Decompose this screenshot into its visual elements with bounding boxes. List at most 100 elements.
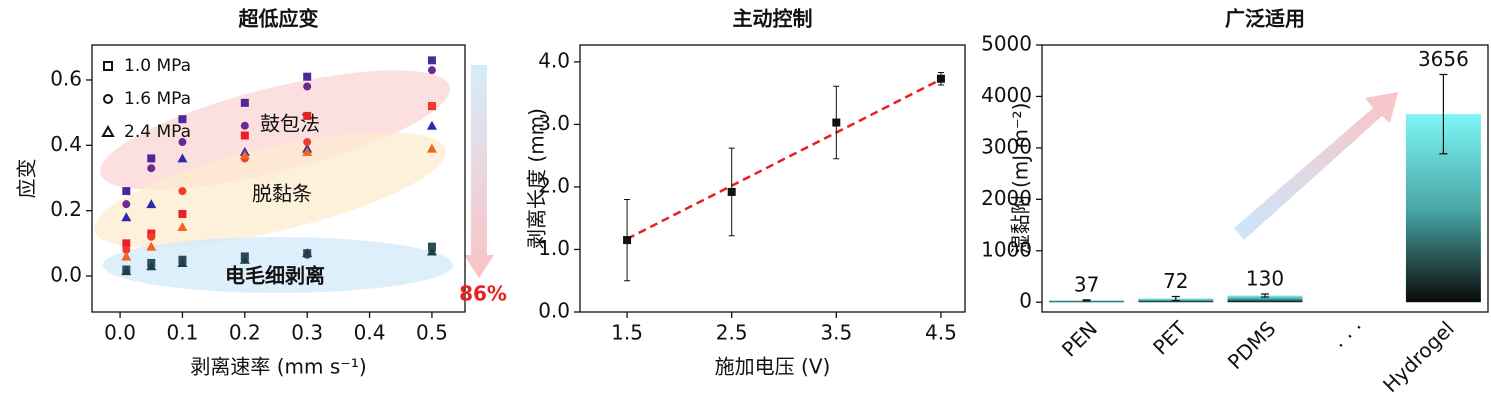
x-tick-label: PDMS [1223, 316, 1281, 374]
data-point [727, 187, 736, 196]
x-tick-label: PEN [1057, 316, 1102, 361]
background-regions [94, 65, 1398, 293]
increase-arrow [1234, 92, 1398, 240]
y-tick-label: 1.0 [538, 236, 570, 260]
y-tick-label: 3.0 [538, 111, 570, 135]
x-axis-label: 剥离速率 (mm s⁻¹) [190, 355, 366, 379]
group-label: 脱黏条 [252, 182, 312, 206]
data-point [146, 241, 157, 251]
legend-marker [103, 61, 113, 71]
legend-label: 1.0 MPa [124, 56, 191, 76]
data-point [427, 66, 436, 75]
data-point [122, 245, 131, 254]
data-point [121, 212, 132, 222]
data-point [147, 154, 156, 163]
data-point [303, 72, 312, 81]
y-tick-label: 3000 [981, 134, 1032, 158]
legend-marker [103, 94, 113, 104]
data-point [178, 187, 187, 196]
y-tick-label: 4.0 [538, 48, 570, 72]
y-tick-label: 0.6 [50, 66, 82, 90]
chart-title: 广泛适用 [1225, 7, 1305, 31]
y-tick-label: 1000 [981, 237, 1032, 261]
data-point [121, 266, 132, 276]
data-point [426, 143, 437, 153]
x-tick-label: 1.5 [611, 321, 643, 345]
x-tick-label: 3.5 [820, 321, 852, 345]
x-tick-label: · · · [1330, 316, 1369, 355]
data-point [147, 232, 156, 241]
data-point [177, 257, 188, 267]
x-tick-label: PET [1148, 316, 1192, 360]
error-bar [1439, 73, 1448, 155]
data-point [240, 121, 249, 130]
data-point [177, 222, 188, 232]
x-tick-label: 0.3 [291, 321, 323, 345]
reduction-arrow [464, 65, 494, 278]
y-tick-label: 0.0 [538, 299, 570, 323]
value-label: 3656 [1418, 47, 1469, 71]
x-tick-label: 2.5 [716, 321, 748, 345]
data-point [122, 200, 131, 209]
data-point [178, 209, 187, 218]
y-axis-label: 湿黏附 (mJ m⁻²) [1009, 103, 1033, 255]
x-tick-label: 0.1 [167, 321, 199, 345]
bar [1227, 295, 1303, 303]
x-tick-label: 4.5 [925, 321, 957, 345]
group-label: 电毛细剥离 [225, 264, 325, 288]
y-tick-label: 0.2 [50, 197, 82, 221]
data-point [239, 254, 250, 264]
error-bar [1261, 293, 1269, 298]
annotation: 86% [459, 282, 507, 306]
legend-label: 1.6 MPa [124, 89, 191, 109]
y-tick-label: 4000 [981, 83, 1032, 107]
data-point [178, 115, 187, 124]
data-point [426, 246, 437, 256]
y-tick-label: 2.0 [538, 173, 570, 197]
data-point [302, 248, 313, 258]
x-tick-label: 0.0 [104, 321, 136, 345]
error-bar [1082, 299, 1091, 302]
x-axis-label: 施加电压 (V) [715, 355, 831, 379]
chart-title: 超低应变 [238, 7, 319, 31]
data-point [239, 150, 250, 160]
y-tick-label: 0 [1019, 289, 1032, 313]
region-blue [103, 237, 453, 293]
data-point [121, 251, 132, 261]
x-tick-label: Hydrogel [1378, 316, 1459, 397]
chart-title: 主动控制 [733, 7, 813, 31]
data-point [832, 118, 841, 127]
plot-frame [91, 44, 466, 313]
value-label: 130 [1246, 266, 1284, 290]
data-point [177, 153, 188, 163]
region-yellow [94, 132, 446, 248]
x-tick-label: 0.5 [416, 321, 448, 345]
data-point [427, 102, 436, 111]
error-bar [1171, 295, 1180, 302]
data-point [240, 131, 249, 140]
data-point [623, 236, 632, 245]
x-tick-label: 0.4 [354, 321, 386, 345]
data-point [426, 120, 437, 130]
data-point [303, 82, 312, 91]
legend-label: 2.4 MPa [124, 122, 191, 142]
data-point [147, 164, 156, 173]
y-axis-label: 应变 [15, 159, 39, 199]
region-pink [100, 70, 450, 190]
legend-marker [101, 124, 115, 137]
y-tick-label: 0.4 [50, 132, 82, 156]
data-point [178, 138, 187, 147]
y-tick-label: 2000 [981, 186, 1032, 210]
data-point [302, 146, 313, 156]
value-label: 37 [1074, 272, 1099, 296]
value-label: 72 [1163, 269, 1188, 293]
data-point [122, 239, 131, 248]
plot-frame [579, 44, 966, 313]
x-tick-label: 0.2 [229, 321, 261, 345]
y-axis-label: 剥离长度 (mm) [525, 108, 549, 249]
y-tick-label: 5000 [981, 32, 1032, 56]
data-point [240, 98, 249, 107]
y-tick-label: 0.0 [50, 263, 82, 287]
data-point [427, 56, 436, 65]
